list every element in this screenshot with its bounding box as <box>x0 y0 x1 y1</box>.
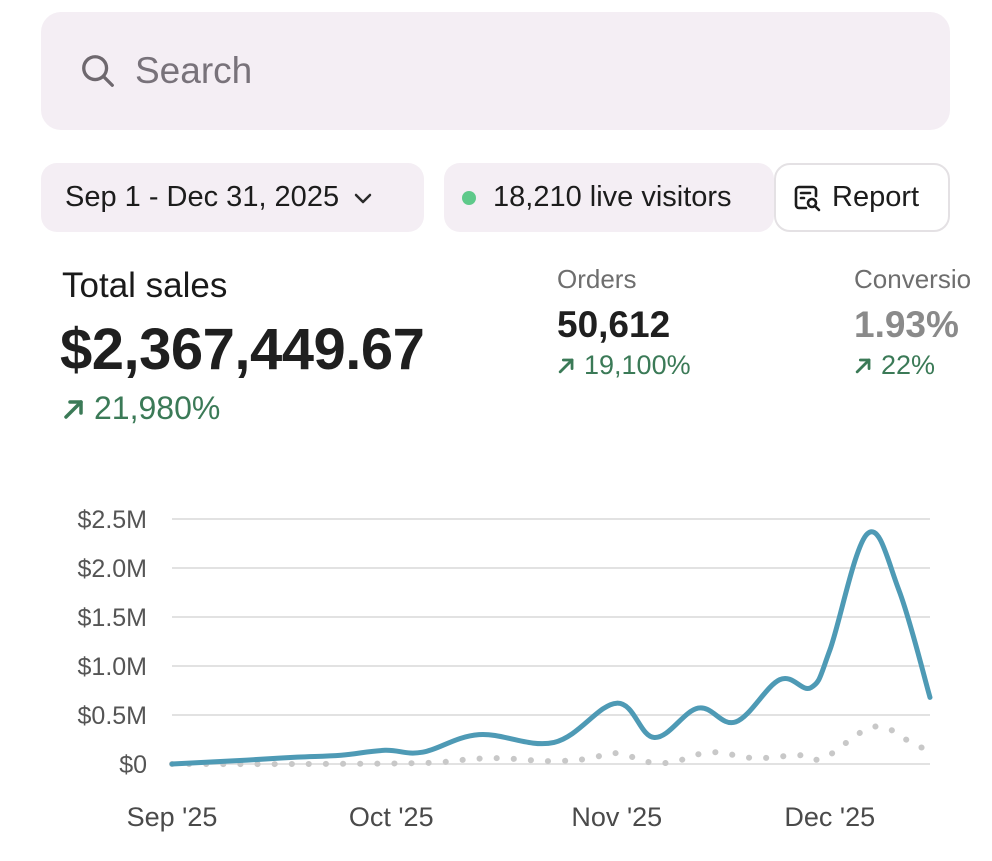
total-sales-value: $2,367,449.67 <box>60 317 425 382</box>
date-range-picker[interactable]: Sep 1 - Dec 31, 2025 <box>41 163 424 232</box>
conversion-delta: 22% <box>854 350 935 381</box>
y-tick-label: $0.5M <box>78 702 147 730</box>
conversion-value: 1.93% <box>854 304 959 345</box>
sales-chart: $0 $0.5M $1.0M $1.5M $2.0M $2.5M Sep '25 Oct '… <box>78 506 933 832</box>
chevron-down-icon <box>353 181 373 214</box>
date-range-label: Sep 1 - Dec 31, 2025 <box>65 181 340 213</box>
report-search-icon <box>794 185 821 211</box>
orders-delta: 19,100% <box>557 350 691 381</box>
x-tick-label: Nov '25 <box>571 802 662 832</box>
y-tick-label: $1.5M <box>78 604 147 632</box>
total-sales-delta-value: 21,980% <box>94 390 221 426</box>
x-tick-label: Sep '25 <box>127 802 218 832</box>
search-icon <box>82 55 114 87</box>
y-tick-label: $2.0M <box>78 555 147 583</box>
sales-series-line <box>169 529 933 767</box>
x-tick-label: Oct '25 <box>349 802 434 832</box>
orders-value: 50,612 <box>557 304 671 345</box>
report-label: Report <box>832 181 920 213</box>
live-visitors-button[interactable]: 18,210 live visitors <box>444 163 774 232</box>
total-sales-delta: 21,980% <box>62 390 220 427</box>
search-bar[interactable] <box>41 12 950 130</box>
live-visitors-label: 18,210 live visitors <box>493 181 732 213</box>
arrow-up-right-icon <box>558 358 574 374</box>
orders-label: Orders <box>557 264 637 294</box>
report-button[interactable]: Report <box>774 163 950 232</box>
live-status-dot-icon <box>462 190 476 205</box>
x-tick-label: Dec '25 <box>784 802 875 832</box>
arrow-up-right-icon <box>64 399 83 419</box>
arrow-up-right-icon <box>855 358 871 374</box>
orders-delta-value: 19,100% <box>584 350 691 380</box>
conversion-delta-value: 22% <box>881 350 936 380</box>
y-tick-label: $2.5M <box>78 506 147 534</box>
search-input[interactable] <box>135 50 835 92</box>
y-tick-label: $0 <box>119 751 147 779</box>
y-tick-label: $1.0M <box>78 653 147 681</box>
total-sales-label: Total sales <box>62 266 228 305</box>
conversion-label: Conversio <box>854 264 972 294</box>
